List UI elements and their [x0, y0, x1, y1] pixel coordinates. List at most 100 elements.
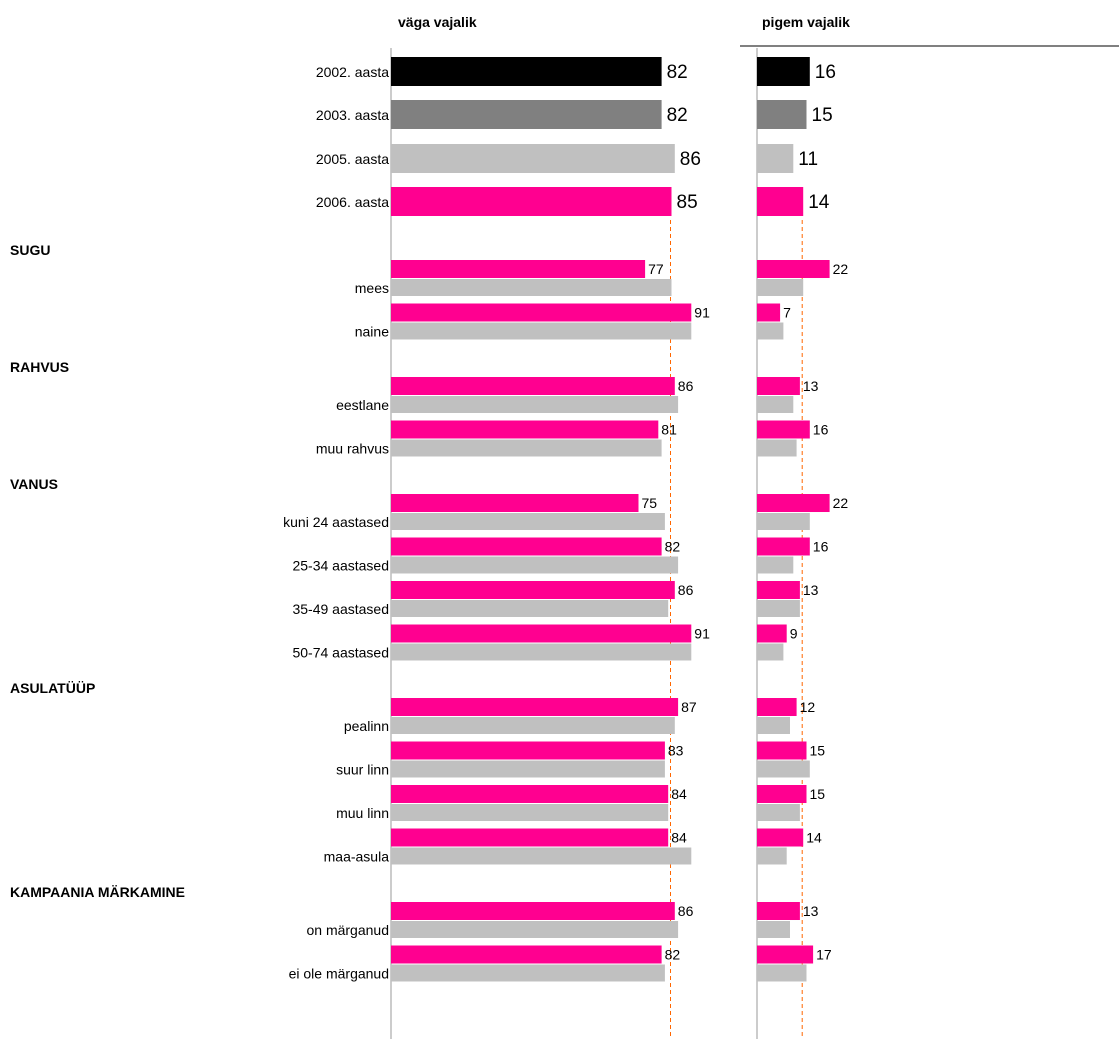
row-label: eestlane — [336, 397, 389, 413]
bar-comparison — [757, 717, 790, 734]
bar-comparison — [391, 556, 679, 574]
row-label: muu linn — [336, 805, 389, 821]
row-label: 2003. aasta — [316, 107, 389, 123]
data-label: 84 — [671, 830, 687, 846]
data-label: 16 — [813, 422, 829, 438]
bar-current — [391, 624, 692, 643]
data-label: 84 — [671, 786, 687, 802]
bar-comparison — [391, 964, 665, 982]
row-label: ei ole märganud — [289, 966, 389, 982]
bar-current — [391, 741, 665, 760]
bar-vaga-headline — [391, 57, 662, 86]
bar-current — [391, 945, 662, 964]
bar-comparison — [757, 556, 794, 574]
data-label: 13 — [803, 582, 819, 598]
data-label: 77 — [648, 261, 664, 277]
bar-current — [757, 624, 787, 643]
group-title: KAMPAANIA MÄRKAMINE — [10, 884, 185, 900]
bar-current — [757, 945, 814, 964]
bar-comparison — [391, 600, 669, 617]
data-label: 86 — [678, 903, 694, 919]
data-label: 12 — [800, 699, 816, 715]
data-label: 86 — [678, 378, 694, 394]
column-title-vaga-vajalik: väga vajalik — [398, 14, 477, 30]
bar-comparison — [757, 279, 804, 296]
bar-current — [757, 494, 830, 512]
data-label: 15 — [812, 105, 833, 126]
data-label: 17 — [816, 947, 832, 963]
bar-current — [391, 698, 679, 716]
data-label: 16 — [815, 62, 836, 83]
data-label: 14 — [806, 830, 822, 846]
bar-current — [391, 303, 692, 322]
bar-comparison — [757, 439, 797, 457]
data-label: 13 — [803, 378, 819, 394]
bar-current — [757, 420, 810, 439]
bar-current — [391, 420, 659, 439]
bar-comparison — [391, 847, 692, 865]
row-label: kuni 24 aastased — [283, 514, 389, 530]
bar-comparison — [757, 513, 810, 530]
bar-comparison — [757, 921, 790, 938]
data-label: 85 — [677, 192, 698, 213]
bar-current — [757, 741, 807, 760]
group-title: SUGU — [10, 242, 50, 258]
bar-comparison — [391, 921, 679, 938]
bar-current — [391, 581, 675, 599]
data-label: 14 — [808, 192, 830, 213]
bar-current — [757, 377, 800, 395]
bar-current — [757, 260, 830, 278]
bar-comparison — [391, 322, 692, 340]
data-label: 91 — [694, 305, 710, 321]
bar-pigem-headline — [757, 187, 804, 216]
bar-current — [391, 537, 662, 556]
bar-comparison — [757, 847, 787, 865]
data-label: 86 — [678, 582, 694, 598]
bar-comparison — [391, 439, 662, 457]
data-label: 82 — [667, 62, 688, 83]
bar-comparison — [757, 396, 794, 413]
bar-vaga-headline — [391, 187, 672, 216]
data-label: 82 — [665, 539, 681, 555]
bar-comparison — [391, 804, 669, 821]
row-label: on märganud — [306, 922, 389, 938]
data-label: 13 — [803, 903, 819, 919]
bar-current — [391, 785, 669, 803]
data-label: 75 — [642, 495, 658, 511]
row-label: 50-74 aastased — [292, 645, 389, 661]
row-label: naine — [355, 324, 389, 340]
bar-comparison — [757, 322, 784, 340]
bar-pigem-headline — [757, 144, 794, 173]
data-label: 86 — [680, 149, 701, 170]
bar-current — [757, 537, 810, 556]
data-label: 82 — [667, 105, 688, 126]
bar-comparison — [757, 964, 807, 982]
data-label: 15 — [810, 743, 826, 759]
bar-comparison — [391, 643, 692, 661]
data-label: 16 — [813, 539, 829, 555]
bar-current — [757, 785, 807, 803]
data-label: 83 — [668, 743, 684, 759]
data-label: 82 — [665, 947, 681, 963]
bar-comparison — [757, 600, 800, 617]
bar-current — [391, 902, 675, 920]
data-label: 87 — [681, 699, 697, 715]
bar-comparison — [757, 643, 784, 661]
bar-comparison — [757, 804, 800, 821]
bar-current — [757, 303, 781, 322]
bar-current — [391, 828, 669, 847]
group-title: RAHVUS — [10, 359, 69, 375]
bar-comparison — [391, 717, 675, 734]
row-label: maa-asula — [324, 849, 390, 865]
row-label: 2005. aasta — [316, 151, 389, 167]
data-label: 22 — [833, 261, 849, 277]
bar-current — [757, 828, 804, 847]
group-title: ASULATÜÜP — [10, 680, 95, 696]
bar-comparison — [391, 396, 679, 413]
row-label: muu rahvus — [316, 441, 389, 457]
bar-pigem-headline — [757, 100, 807, 129]
bar-comparison — [391, 513, 665, 530]
bar-current — [391, 260, 646, 278]
bar-current — [391, 494, 639, 512]
